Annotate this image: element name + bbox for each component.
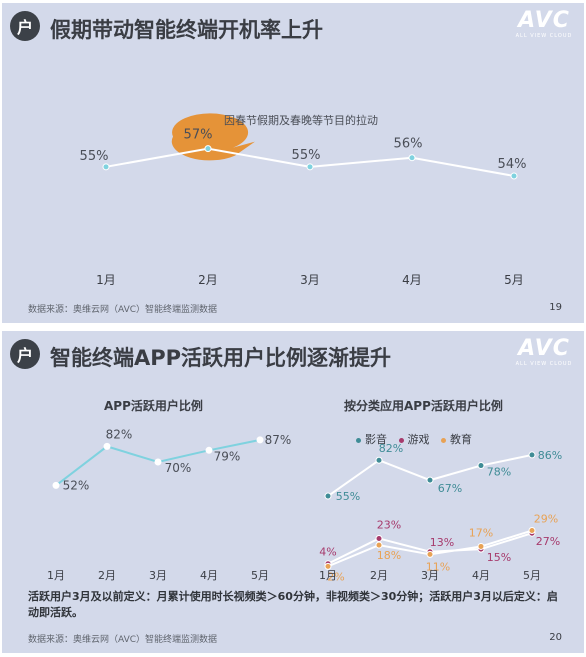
- user-icon: 户: [10, 339, 40, 369]
- left-chart-title: APP活跃用户比例: [104, 399, 203, 413]
- video-data-label: 86%: [538, 449, 562, 462]
- education-point: [477, 542, 485, 550]
- boot-rate-data-label: 55%: [292, 148, 321, 163]
- data-source: 数据来源：奥维云网（AVC）智能终端监测数据: [28, 305, 218, 315]
- boot-rate-line-chart: 因春节假期及春晚等节目的拉动 55% 57% 55% 56% 54% 1月 2月 3月 4月 5月: [80, 113, 527, 287]
- boot-rate-data-label: 56%: [394, 137, 423, 152]
- x-tick-label: 1月: [96, 273, 116, 287]
- slide-2: 户 智能终端APP活跃用户比例逐渐提升 AVC ALL VIEW CLOUD A…: [2, 331, 584, 653]
- x-tick-label: 3月: [149, 569, 167, 582]
- x-tick-label: 2月: [98, 569, 116, 582]
- video-point: [528, 451, 536, 459]
- slide-2-title: 智能终端APP活跃用户比例逐渐提升: [50, 346, 392, 370]
- x-tick-label: 4月: [472, 569, 490, 582]
- right-chart-title: 按分类应用APP活跃用户比例: [344, 399, 503, 413]
- boot-rate-data-label: 55%: [80, 149, 109, 164]
- x-tick-label: 1月: [319, 569, 337, 582]
- annotation-text: 因春节假期及春晚等节目的拉动: [224, 113, 378, 127]
- x-tick-label: 4月: [200, 569, 218, 582]
- x-tick-label: 3月: [421, 569, 439, 582]
- education-point: [528, 527, 536, 535]
- game-data-label: 13%: [430, 536, 454, 549]
- active-user-point: [154, 458, 162, 466]
- education-data-label: 17%: [469, 526, 493, 539]
- active-user-line-charts: 52% 82% 70% 79% 87% 1月 2月 3月 4月 5月 55% 82% 67% 78% 86%…: [47, 427, 562, 583]
- active-user-point: [205, 446, 213, 454]
- boot-rate-point: [408, 154, 416, 162]
- legend: 影音 游戏 教育: [356, 431, 480, 447]
- boot-rate-data-label: 54%: [498, 157, 527, 172]
- x-tick-label: 2月: [198, 273, 218, 287]
- video-point: [375, 456, 383, 464]
- video-data-label: 67%: [438, 482, 462, 495]
- page-number: 19: [549, 302, 562, 313]
- education-data-label: 18%: [377, 549, 401, 562]
- education-data-label: 29%: [534, 513, 558, 526]
- page-number: 20: [549, 632, 562, 643]
- avc-logo: AVC ALL VIEW CLOUD: [515, 8, 573, 40]
- video-point: [324, 492, 332, 500]
- legend-item-education: 教育: [441, 433, 472, 446]
- legend-item-game: 游戏: [398, 433, 430, 446]
- education-point: [426, 550, 434, 558]
- boot-rate-point: [102, 163, 110, 171]
- active-user-point: [52, 481, 60, 489]
- x-tick-label: 3月: [300, 273, 320, 287]
- education-data-label: 11%: [426, 560, 450, 573]
- boot-rate-point: [204, 145, 212, 153]
- game-data-label: 27%: [536, 535, 560, 548]
- slide-1-title: 假期带动智能终端开机率上升: [50, 18, 323, 42]
- education-point: [375, 541, 383, 549]
- boot-rate-data-label: 57%: [184, 128, 213, 143]
- x-tick-label: 5月: [523, 569, 541, 582]
- game-data-label: 23%: [377, 518, 401, 531]
- video-data-label: 55%: [336, 490, 360, 503]
- active-user-data-label: 79%: [214, 449, 241, 463]
- active-user-data-label: 87%: [265, 433, 292, 447]
- education-data-label: 2%: [327, 570, 344, 583]
- boot-rate-point: [306, 163, 314, 171]
- game-point: [375, 534, 383, 542]
- data-source: 数据来源：奥维云网（AVC）智能终端监测数据: [28, 635, 218, 645]
- video-point: [477, 462, 485, 470]
- user-icon: 户: [10, 11, 40, 41]
- footnote: 活跃用户3月及以前定义：月累计使用时长视频类＞60分钟，非视频类＞30分钟；活跃…: [28, 590, 558, 619]
- education-point: [324, 562, 332, 570]
- active-user-point: [103, 442, 111, 450]
- avc-logo: AVC ALL VIEW CLOUD: [515, 336, 573, 368]
- x-tick-label: 2月: [370, 569, 388, 582]
- active-user-data-label: 52%: [63, 478, 90, 492]
- annotation-callout: [171, 113, 255, 161]
- legend-item-video: 影音: [356, 433, 387, 446]
- active-user-data-label: 70%: [165, 461, 192, 475]
- game-data-label: 15%: [487, 551, 511, 564]
- video-data-label: 82%: [379, 442, 403, 455]
- x-tick-label: 4月: [402, 273, 422, 287]
- x-tick-label: 5月: [504, 273, 524, 287]
- slide-1: 户 假期带动智能终端开机率上升 AVC ALL VIEW CLOUD 因春节假期…: [2, 3, 584, 323]
- game-data-label: 4%: [319, 546, 336, 559]
- active-user-point: [256, 436, 264, 444]
- boot-rate-point: [510, 172, 518, 180]
- video-data-label: 78%: [487, 466, 511, 479]
- active-user-data-label: 82%: [106, 427, 133, 441]
- x-tick-label: 5月: [251, 569, 269, 582]
- video-point: [426, 476, 434, 484]
- x-tick-label: 1月: [47, 569, 65, 582]
